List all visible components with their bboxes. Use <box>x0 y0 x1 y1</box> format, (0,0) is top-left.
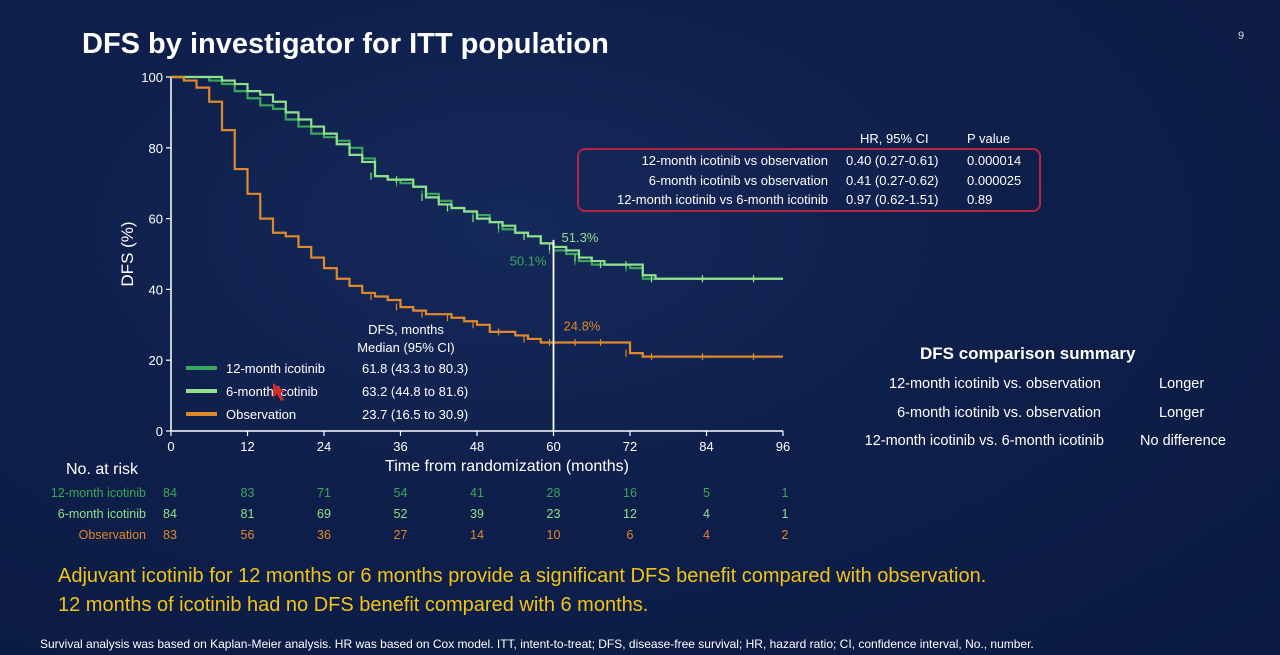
at-risk-value: 56 <box>241 528 255 542</box>
p-value-header: P value <box>967 131 1011 146</box>
at-risk-value: 54 <box>394 486 408 500</box>
at-risk-value: 84 <box>163 507 177 521</box>
hr-row-hr: 0.97 (0.62-1.51) <box>846 192 939 207</box>
summary-result: Longer <box>1159 405 1205 421</box>
at-risk-value: 69 <box>317 507 331 521</box>
x-tick-label: 12 <box>240 439 254 454</box>
footnote: Survival analysis was based on Kaplan-Me… <box>40 637 1034 651</box>
y-tick-label: 20 <box>149 353 163 368</box>
hr-table-box <box>577 148 1041 212</box>
page-number: 9 <box>1238 30 1245 42</box>
hr-row-comparison: 12-month icotinib vs observation <box>641 153 828 168</box>
hr-row-comparison: 12-month icotinib vs 6-month icotinib <box>617 192 828 207</box>
at-risk-value: 16 <box>623 486 637 500</box>
conclusion-line: Adjuvant icotinib for 12 months or 6 mon… <box>58 565 987 587</box>
legend-value: 23.7 (16.5 to 30.9) <box>362 407 468 422</box>
at-risk-value: 83 <box>241 486 255 500</box>
at-risk-row-label: 12-month icotinib <box>51 486 146 500</box>
hr-row-hr: 0.41 (0.27-0.62) <box>846 173 939 188</box>
at-risk-value: 52 <box>394 507 408 521</box>
hr-header: HR, 95% CI <box>860 131 929 146</box>
km-curve-6-month <box>171 75 783 280</box>
legend-header: DFS, months <box>368 322 444 337</box>
x-tick-label: 72 <box>623 439 637 454</box>
legend-value: 61.8 (43.3 to 80.3) <box>362 361 468 376</box>
y-tick-label: 100 <box>141 70 163 85</box>
at-risk-value: 12 <box>623 507 637 521</box>
y-tick-label: 40 <box>149 282 163 297</box>
at-risk-value: 71 <box>317 486 331 500</box>
x-tick-label: 24 <box>317 439 331 454</box>
legend-label: 12-month icotinib <box>226 361 325 376</box>
x-tick-label: 48 <box>470 439 484 454</box>
annotation-6-month: 51.3% <box>562 230 599 245</box>
summary-comparison: 12-month icotinib vs. 6-month icotinib <box>864 433 1104 449</box>
at-risk-value: 23 <box>547 507 561 521</box>
x-tick-label: 96 <box>776 439 790 454</box>
at-risk-value: 1 <box>782 507 789 521</box>
page-title: DFS by investigator for ITT population <box>82 28 609 60</box>
y-tick-label: 60 <box>149 212 163 227</box>
summary-comparison: 12-month icotinib vs. observation <box>889 376 1101 392</box>
summary-title: DFS comparison summary <box>920 344 1136 363</box>
at-risk-value: 4 <box>703 507 710 521</box>
y-axis-label: DFS (%) <box>118 221 137 286</box>
at-risk-value: 81 <box>241 507 255 521</box>
y-tick-label: 80 <box>149 141 163 156</box>
summary-result: No difference <box>1140 433 1226 449</box>
at-risk-value: 39 <box>470 507 484 521</box>
hr-row-p: 0.000025 <box>967 173 1022 188</box>
at-risk-value: 5 <box>703 486 710 500</box>
at-risk-title: No. at risk <box>66 461 139 478</box>
hr-row-comparison: 6-month icotinib vs observation <box>648 173 828 188</box>
at-risk-value: 4 <box>703 528 710 542</box>
at-risk-value: 10 <box>547 528 561 542</box>
at-risk-value: 2 <box>782 528 789 542</box>
at-risk-value: 27 <box>394 528 408 542</box>
annotation-observation: 24.8% <box>564 318 601 333</box>
legend-label: 6-month icotinib <box>226 384 318 399</box>
at-risk-row-label: Observation <box>79 528 146 542</box>
at-risk-value: 28 <box>547 486 561 500</box>
at-risk-value: 83 <box>163 528 177 542</box>
hr-row-p: 0.000014 <box>967 153 1022 168</box>
summary-comparison: 6-month icotinib vs. observation <box>897 405 1101 421</box>
at-risk-value: 6 <box>627 528 634 542</box>
pointer-icon <box>273 383 285 401</box>
at-risk-row-label: 6-month icotinib <box>58 507 146 521</box>
at-risk-value: 84 <box>163 486 177 500</box>
y-tick-label: 0 <box>156 424 163 439</box>
conclusion-line: 12 months of icotinib had no DFS benefit… <box>58 594 649 616</box>
legend-label: Observation <box>226 407 296 422</box>
hr-row-p: 0.89 <box>967 192 993 207</box>
at-risk-value: 1 <box>782 486 789 500</box>
legend-header: Median (95% CI) <box>357 340 455 355</box>
km-curve-observation <box>171 75 783 358</box>
x-tick-label: 84 <box>699 439 713 454</box>
at-risk-value: 36 <box>317 528 331 542</box>
annotation-12-month: 50.1% <box>510 254 547 269</box>
legend-value: 63.2 (44.8 to 81.6) <box>362 384 468 399</box>
x-axis-label: Time from randomization (months) <box>385 458 629 475</box>
at-risk-value: 14 <box>470 528 484 542</box>
x-tick-label: 0 <box>167 439 174 454</box>
summary-result: Longer <box>1159 376 1205 392</box>
x-tick-label: 60 <box>546 439 560 454</box>
hr-row-hr: 0.40 (0.27-0.61) <box>846 153 939 168</box>
at-risk-value: 41 <box>470 486 484 500</box>
x-tick-label: 36 <box>393 439 407 454</box>
